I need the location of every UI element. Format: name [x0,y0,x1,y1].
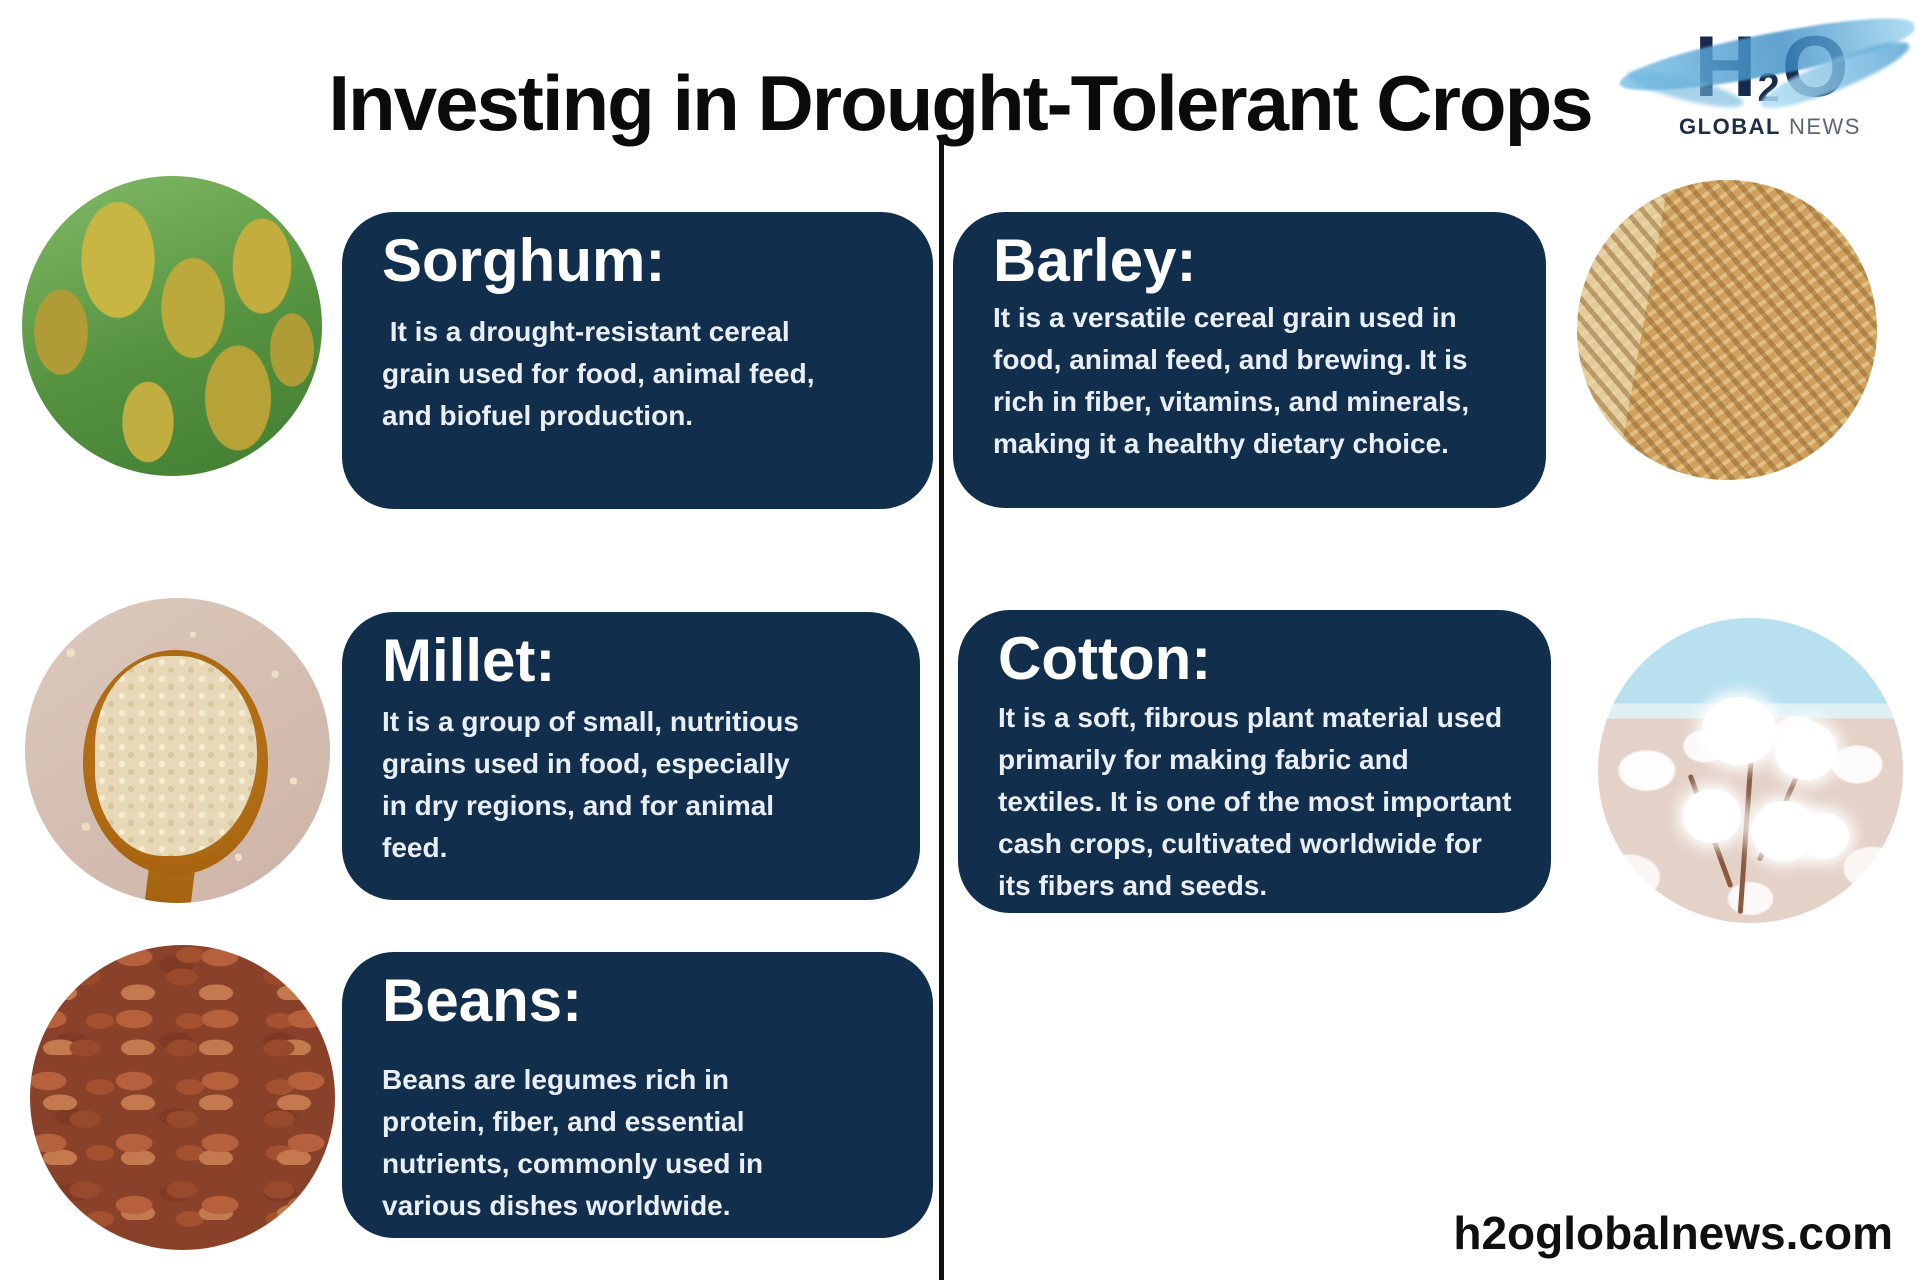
card-title-cotton: Cotton: [998,625,1212,692]
card-body-millet: It is a group of small, nutritious grain… [382,706,807,863]
logo-news-label: NEWS [1788,114,1861,139]
logo-words: GLOBAL NEWS [1645,114,1895,140]
card-title-beans: Beans: [382,967,583,1034]
cotton-boll [1799,813,1850,860]
cotton-boll [1701,697,1776,766]
card-body-beans: Beans are legumes rich in protein, fiber… [382,1064,771,1221]
card-millet: Millet: It is a group of small, nutritio… [342,612,920,900]
card-title-millet: Millet: [382,627,556,694]
website-url: h2oglobalnews.com [1453,1207,1893,1259]
millet-grain-mound [94,655,257,856]
barley-grains-photo [1577,180,1877,480]
h2o-wordmark: H 2 O [1615,8,1919,119]
cotton-field-photo [1598,618,1903,923]
card-body-cotton: It is a soft, fibrous plant material use… [998,702,1520,901]
sorghum-plants-photo [22,176,322,476]
vertical-divider-line [939,137,944,1280]
card-barley: Barley: It is a versatile cereal grain u… [953,212,1546,508]
red-kidney-beans-photo [30,945,335,1250]
logo-global-label: GLOBAL [1679,114,1781,139]
cotton-boll [1683,788,1742,843]
millet-grains-spoon-photo [25,598,330,903]
card-body-barley: It is a versatile cereal grain used in f… [993,302,1477,459]
page-title: Investing in Drought-Tolerant Crops [328,59,1593,147]
card-title-barley: Barley: [993,227,1197,294]
card-title-sorghum: Sorghum: [382,227,666,294]
card-beans: Beans: Beans are legumes rich in protein… [342,952,933,1238]
h2o-global-news-logo: H 2 O GLOBAL NEWS [1615,8,1919,140]
card-cotton: Cotton: It is a soft, fibrous plant mate… [958,610,1551,913]
card-body-sorghum: It is a drought-resistant cereal grain u… [382,316,823,431]
card-sorghum: Sorghum: It is a drought-resistant cerea… [342,212,933,509]
cotton-boll [1774,721,1837,780]
